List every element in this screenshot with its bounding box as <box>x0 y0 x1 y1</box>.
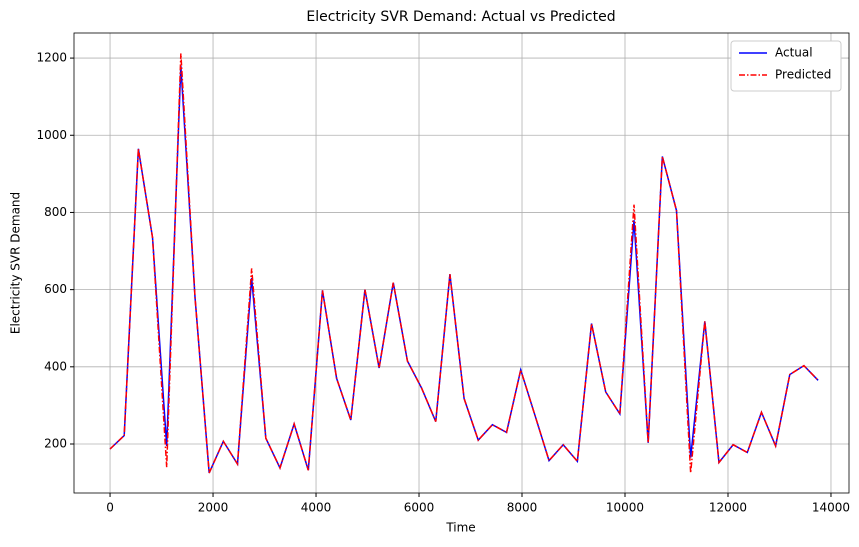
y-tick-label: 200 <box>44 436 67 450</box>
chart-title: Electricity SVR Demand: Actual vs Predic… <box>306 9 615 25</box>
line-series <box>109 53 819 474</box>
y-tick-label: 600 <box>44 282 67 296</box>
legend-label: Actual <box>775 46 813 60</box>
y-tick-label: 400 <box>44 359 67 373</box>
x-tick-label: 6000 <box>404 501 435 515</box>
x-axis-label: Time <box>445 521 475 535</box>
x-tick-label: 12000 <box>709 501 747 515</box>
x-tick-label: 2000 <box>198 501 229 515</box>
x-tick-label: 0 <box>106 501 114 515</box>
y-tick-label: 1200 <box>36 51 67 65</box>
x-tick-label: 4000 <box>301 501 332 515</box>
y-axis-label: Electricity SVR Demand <box>9 192 23 334</box>
line-series <box>109 65 819 474</box>
x-tick-label: 10000 <box>606 501 644 515</box>
y-tick-label: 1000 <box>36 128 67 142</box>
legend-label: Predicted <box>775 68 831 82</box>
legend: Actual Predicted <box>730 40 842 92</box>
x-tick-label: 8000 <box>507 501 538 515</box>
plot-frame <box>73 32 850 494</box>
y-tick-label: 800 <box>44 205 67 219</box>
x-tick-label: 14000 <box>812 501 850 515</box>
